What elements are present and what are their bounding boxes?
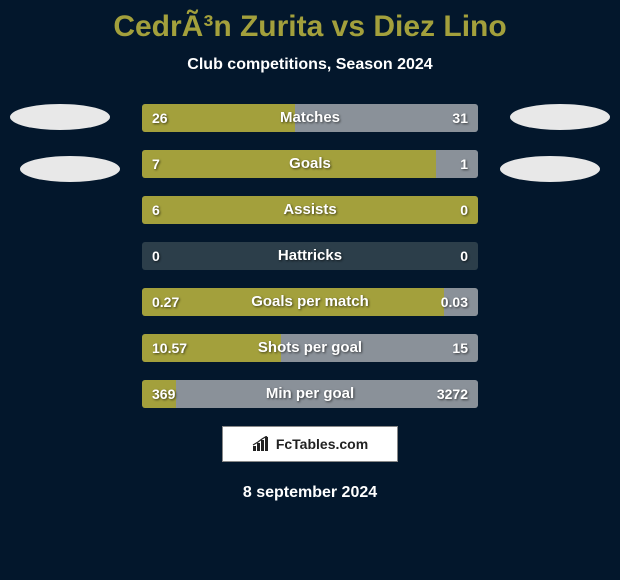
player-right-badge-1	[510, 104, 610, 130]
bars-container: 2631Matches 71Goals 60Assists 00Hattricks 0.…	[142, 104, 478, 408]
bar-label: Assists	[142, 196, 478, 224]
bar-row: 10.5715Shots per goal	[142, 334, 478, 362]
player-left-badge-2	[20, 156, 120, 182]
bar-label: Goals	[142, 150, 478, 178]
bar-row: 60Assists	[142, 196, 478, 224]
comparison-chart: 2631Matches 71Goals 60Assists 00Hattricks 0.…	[0, 104, 620, 408]
bar-row: 00Hattricks	[142, 242, 478, 270]
bar-label: Min per goal	[142, 380, 478, 408]
bar-row: 71Goals	[142, 150, 478, 178]
player-right-badge-2	[500, 156, 600, 182]
bar-label: Shots per goal	[142, 334, 478, 362]
bar-row: 2631Matches	[142, 104, 478, 132]
subtitle: Club competitions, Season 2024	[0, 56, 620, 74]
bar-label: Hattricks	[142, 242, 478, 270]
watermark-text: FcTables.com	[276, 436, 368, 452]
bar-label: Matches	[142, 104, 478, 132]
watermark: FcTables.com	[222, 426, 398, 462]
date-text: 8 september 2024	[0, 484, 620, 502]
bar-row: 0.270.03Goals per match	[142, 288, 478, 316]
page-title: CedrÃ³n Zurita vs Diez Lino	[0, 0, 620, 44]
player-left-badge-1	[10, 104, 110, 130]
bar-label: Goals per match	[142, 288, 478, 316]
bar-row: 3693272Min per goal	[142, 380, 478, 408]
chart-icon	[252, 436, 272, 452]
